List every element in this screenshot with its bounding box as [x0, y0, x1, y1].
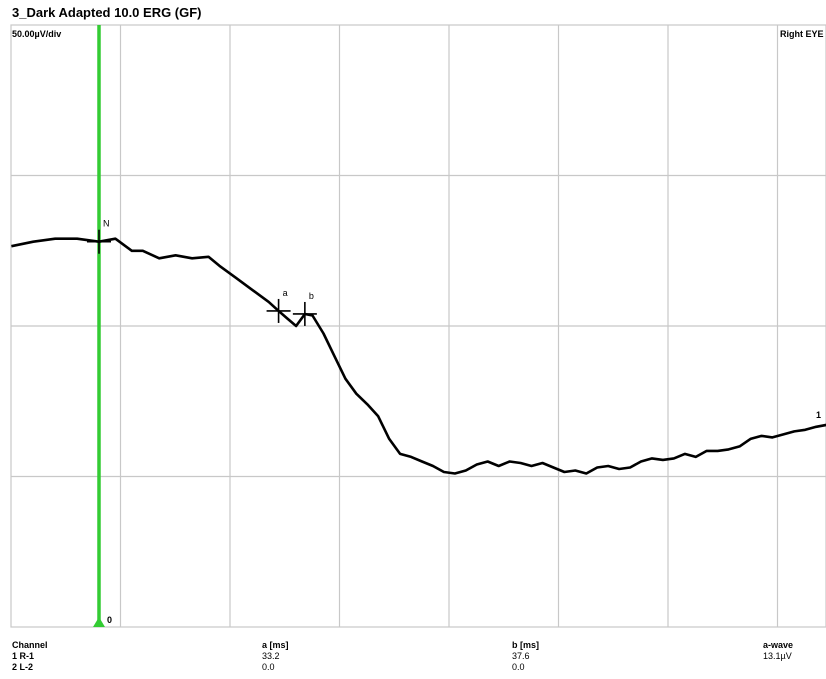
scale-label: 50.00µV/div: [12, 29, 61, 39]
cursor-handle-icon[interactable]: [93, 617, 105, 627]
marker-label-a: a: [283, 288, 288, 298]
row1-a: 33.2: [262, 651, 280, 661]
trace-end-label: 1: [816, 410, 821, 420]
col-b: b [ms] 37.6 0.0: [512, 640, 539, 673]
plot-grid: [10, 24, 826, 628]
row1-a-wave: 13.1µV: [763, 651, 792, 661]
erg-trace: [11, 237, 826, 475]
row1-channel: 1 R-1: [12, 651, 35, 661]
marker-label-N: N: [103, 219, 110, 229]
row2-a: 0.0: [262, 662, 275, 672]
header-channel: Channel: [12, 640, 48, 650]
window-title: 3_Dark Adapted 10.0 ERG (GF): [12, 5, 202, 20]
marker-N: N: [87, 219, 111, 254]
col-a: a [ms] 33.2 0.0: [262, 640, 289, 673]
header-b: b [ms]: [512, 640, 539, 650]
marker-a: a: [266, 288, 291, 323]
col-a-wave: a-wave 13.1µV: [763, 640, 793, 662]
col-channel: Channel 1 R-1 2 L-2: [12, 640, 48, 673]
eye-label: Right EYE: [780, 29, 824, 39]
marker-b: b: [292, 291, 317, 326]
marker-label-b: b: [309, 291, 314, 301]
row2-channel: 2 L-2: [12, 662, 34, 672]
wave-markers: Na b: [87, 219, 317, 326]
results-table: Channel 1 R-1 2 L-2 a [ms] 33.2 0.0 b [m…: [0, 640, 826, 679]
row2-b: 0.0: [512, 662, 525, 672]
row1-b: 37.6: [512, 651, 530, 661]
header-a: a [ms]: [262, 640, 289, 650]
header-a-wave: a-wave: [763, 640, 794, 650]
cursor-zero-label: 0: [107, 615, 112, 625]
erg-plot[interactable]: 50.00µV/div Right EYE 0 1 Na b: [0, 0, 826, 640]
